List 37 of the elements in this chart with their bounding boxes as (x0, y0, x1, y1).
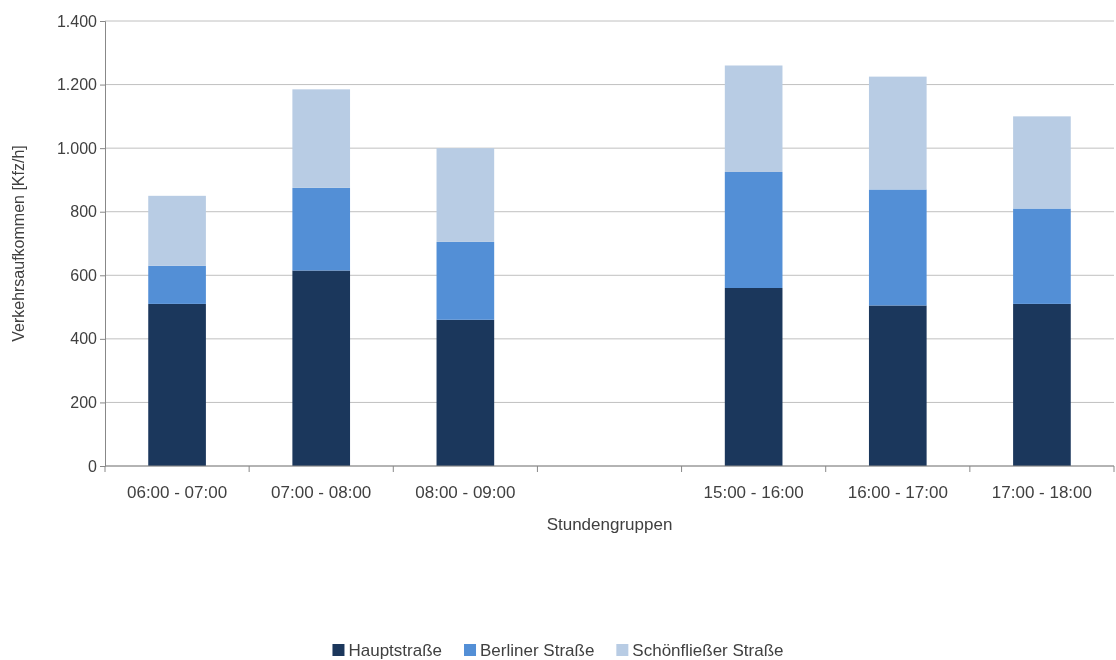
y-tick-label: 1.400 (56, 12, 98, 30)
bar (436, 148, 495, 242)
bar (292, 270, 351, 466)
bar (868, 76, 927, 190)
bar (868, 189, 927, 306)
bar (148, 195, 206, 266)
bar (1013, 303, 1071, 466)
y-tick-label: 800 (70, 203, 98, 221)
legend-label: Berliner Straße (480, 641, 595, 660)
bar (868, 305, 927, 466)
legend-label: Hauptstraße (348, 641, 443, 660)
y-tick-label: 200 (70, 394, 98, 412)
y-tick-label: 0 (88, 457, 98, 475)
bar (148, 265, 206, 304)
y-tick-label: 1.200 (56, 76, 98, 94)
x-tick-label: 16:00 - 17:00 (847, 483, 948, 502)
bar (724, 288, 783, 466)
bar (148, 303, 206, 466)
y-axis-title: Verkehrsaufkommen [Kfz/h] (10, 145, 27, 342)
bar (436, 319, 495, 466)
x-tick-label: 06:00 - 07:00 (126, 483, 228, 502)
x-tick-label: 08:00 - 09:00 (415, 483, 516, 502)
x-axis-title: Stundengruppen (546, 515, 673, 534)
y-tick-label: 600 (70, 266, 98, 284)
legend-label: Schönfließer Straße (632, 641, 784, 660)
bar (1013, 116, 1071, 209)
bar (292, 89, 351, 188)
bar (1013, 208, 1071, 304)
bar (724, 65, 783, 172)
bar (724, 171, 783, 288)
y-tick-label: 400 (70, 330, 98, 348)
bar (292, 187, 351, 271)
y-tick-label: 1.000 (56, 139, 98, 157)
x-tick-label: 15:00 - 16:00 (703, 483, 804, 502)
x-tick-label: 17:00 - 18:00 (991, 483, 1093, 502)
bar (436, 241, 495, 320)
x-tick-label: 07:00 - 08:00 (271, 483, 372, 502)
